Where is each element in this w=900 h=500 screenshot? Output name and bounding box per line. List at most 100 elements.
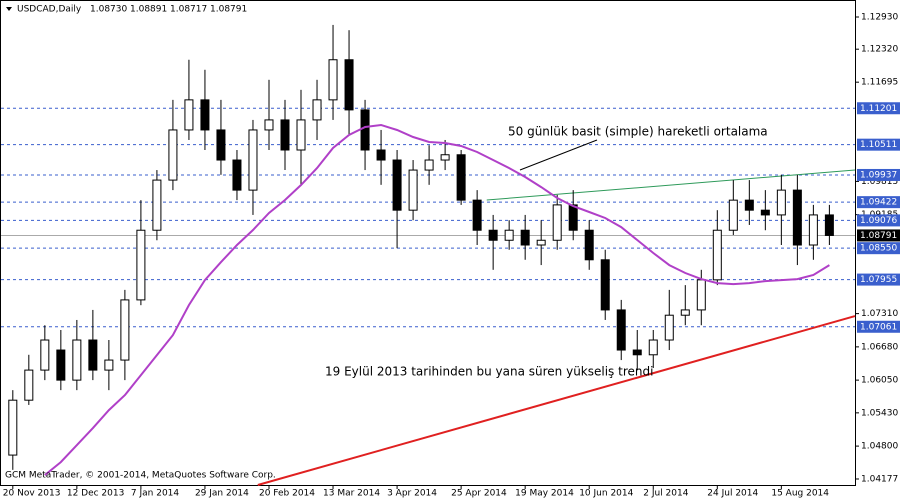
level-box: [857, 196, 900, 209]
current-price-label: 1.08791: [860, 231, 897, 241]
level-box: [857, 242, 900, 255]
trendline: [486, 169, 856, 201]
y-tick-label: 1.06050: [861, 376, 898, 386]
level-label: 1.08550: [860, 244, 897, 254]
candle-body: [136, 229, 146, 301]
level-box: [857, 273, 900, 286]
x-tick-label: 24 Jul 2014: [707, 489, 758, 499]
candle-body: [632, 349, 642, 356]
candle-body: [8, 399, 18, 456]
annotation: 50 günlük basit (simple) hareketli ortal…: [508, 125, 768, 139]
candle-body: [88, 339, 98, 371]
candle-body: [120, 299, 130, 361]
candle-body: [488, 229, 498, 241]
candle-body: [72, 339, 82, 381]
candle-body: [568, 204, 578, 231]
x-tick-label: 29 Jan 2014: [195, 489, 249, 499]
menu-arrow[interactable]: [6, 7, 12, 11]
y-tick-label: 1.11695: [861, 78, 898, 88]
x-tick-label: 10 Jun 2014: [579, 489, 633, 499]
candle-body: [504, 229, 514, 241]
candle-body: [744, 199, 754, 211]
level-box: [857, 138, 900, 151]
footer-copyright: GCM MetaTrader, © 2001-2014, MetaQuotes …: [5, 471, 276, 481]
x-tick-label: 7 Jan 2014: [131, 489, 179, 499]
candle-body: [328, 59, 338, 101]
annotation-pointer: [519, 139, 598, 171]
candle-body: [600, 259, 610, 311]
x-tick-label: 3 Apr 2014: [387, 489, 437, 499]
level-label: 1.09937: [860, 170, 897, 180]
candle-body: [648, 339, 658, 356]
level-label: 1.07061: [860, 322, 897, 332]
x-tick-label: 15 Aug 2014: [771, 489, 829, 499]
candle-body: [24, 369, 34, 401]
y-tick-label: 1.12320: [861, 45, 898, 55]
level-box: [857, 320, 900, 333]
candle-body: [152, 179, 162, 231]
candle-body: [200, 99, 210, 131]
y-tick-label: 1.06680: [861, 342, 898, 352]
header-ohlc: 1.08730: [90, 5, 127, 15]
current-price-box: [857, 229, 900, 242]
x-tick-label: 13 Mar 2014: [323, 489, 380, 499]
x-tick-label: 12 Dec 2013: [67, 489, 125, 499]
x-tick-label: 25 Apr 2014: [451, 489, 507, 499]
candle-body: [360, 109, 370, 151]
candle-body: [280, 119, 290, 151]
level-label: 1.11201: [860, 104, 897, 114]
candle-body: [440, 154, 450, 161]
candle-body: [296, 119, 306, 151]
y-tick-label: 1.04800: [861, 442, 898, 452]
candle-body: [760, 209, 770, 216]
candle-body: [728, 199, 738, 231]
y-tick-label: 1.04177: [861, 474, 898, 484]
candle-body: [264, 119, 274, 131]
candle-body: [520, 229, 530, 246]
level-box: [857, 214, 900, 227]
candle-body: [312, 99, 322, 121]
annotation: 19 Eylül 2013 tarihinden bu yana süren y…: [325, 365, 653, 379]
x-tick-label: 2 Jul 2014: [643, 489, 688, 499]
y-tick-label: 1.07310: [861, 309, 898, 319]
level-label: 1.10511: [860, 140, 897, 150]
level-label: 1.09422: [860, 198, 897, 208]
candle-body: [792, 189, 802, 246]
candle-body: [680, 309, 690, 316]
candle-body: [168, 129, 178, 181]
symbol-label: USDCAD,Daily: [17, 5, 82, 15]
candle-body: [408, 169, 418, 211]
x-tick-label: 20 Nov 2013: [3, 489, 61, 499]
candle-body: [376, 149, 386, 161]
candle-body: [824, 214, 834, 236]
candle-body: [456, 154, 466, 201]
candle-body: [584, 229, 594, 261]
header-ohlc: 1.08891: [130, 5, 167, 15]
candle-body: [232, 159, 242, 191]
candle-body: [472, 199, 482, 231]
level-box: [857, 102, 900, 115]
candle-body: [104, 359, 114, 371]
level-label: 1.09076: [860, 216, 897, 226]
x-tick-label: 20 Feb 2014: [259, 489, 315, 499]
candle-body: [184, 99, 194, 131]
level-box: [857, 168, 900, 181]
y-tick-label: 1.05430: [861, 408, 898, 418]
candle-body: [248, 129, 258, 191]
candle-body: [424, 159, 434, 171]
candle-body: [808, 214, 818, 246]
moving-average: [44, 123, 830, 476]
x-tick-label: 19 May 2014: [515, 489, 574, 499]
level-label: 1.07955: [860, 275, 897, 285]
header-ohlc: 1.08791: [210, 5, 247, 15]
candle-body: [56, 349, 66, 381]
candle-body: [712, 229, 722, 281]
candle-body: [552, 204, 562, 241]
header-ohlc: 1.08717: [170, 5, 207, 15]
y-tick-label: 1.09815: [861, 177, 898, 187]
candle-body: [536, 239, 546, 246]
candle-body: [696, 279, 706, 311]
candle-body: [616, 309, 626, 351]
candle-body: [344, 59, 354, 111]
